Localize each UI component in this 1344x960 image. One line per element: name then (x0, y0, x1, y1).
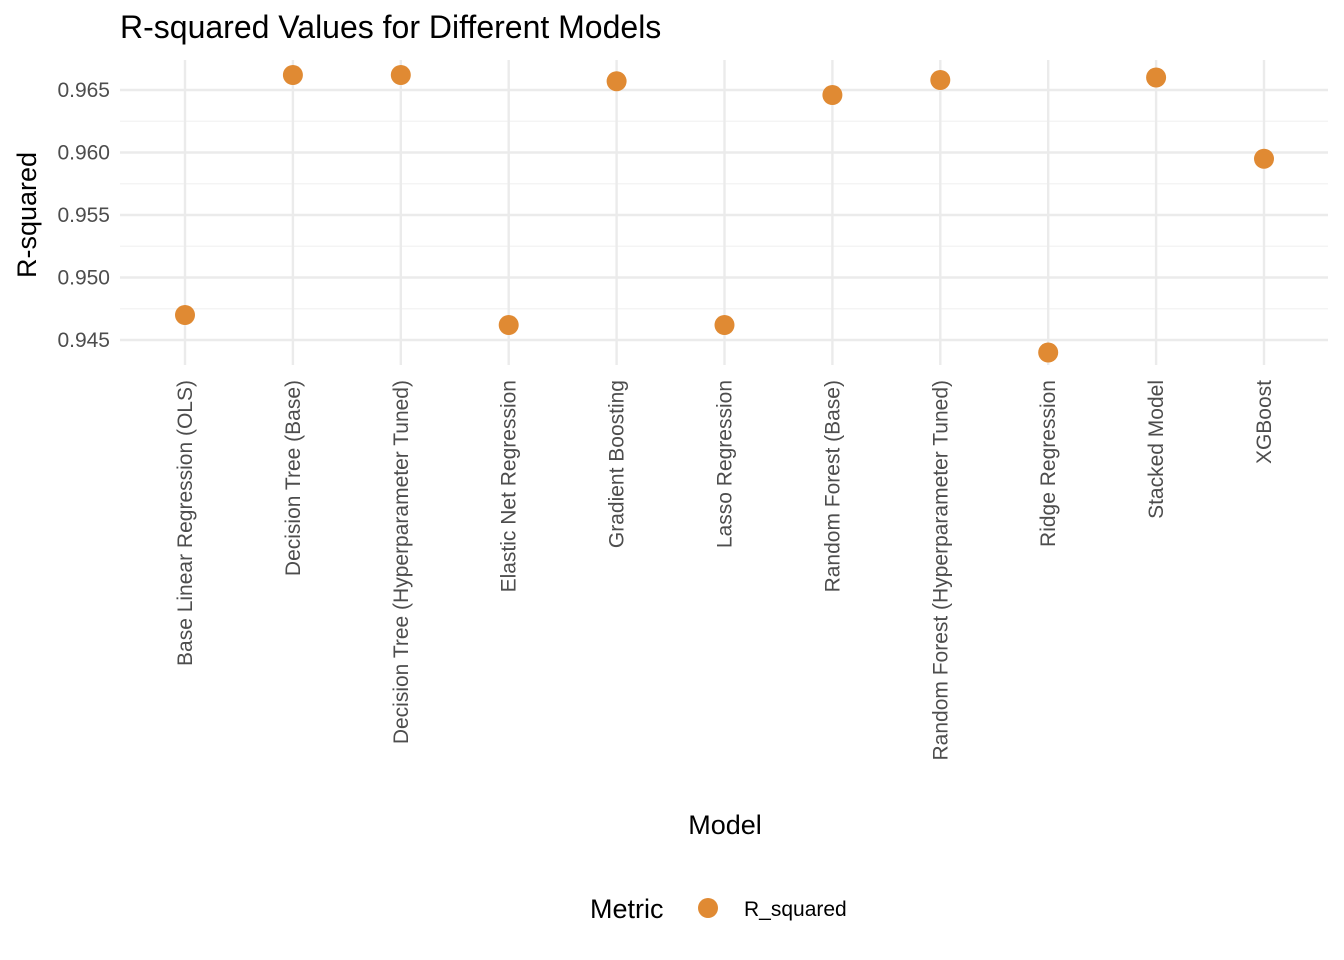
x-tick-label: Base Linear Regression (OLS) (174, 380, 197, 666)
data-point (390, 65, 411, 85)
data-point (714, 315, 735, 335)
legend-title: Metric (590, 894, 664, 924)
data-point (282, 65, 303, 85)
x-tick-label: Decision Tree (Hyperparameter Tuned) (390, 380, 413, 744)
data-point (1254, 148, 1274, 169)
x-tick-label: Ridge Regression (1037, 380, 1060, 547)
data-point (822, 85, 843, 105)
y-tick-label: 0.965 (57, 79, 110, 102)
chart-title: R-squared Values for Different Models (120, 9, 661, 45)
x-tick-label: XGBoost (1253, 380, 1276, 464)
y-tick-label: 0.955 (57, 204, 110, 227)
legend: Metric R_squared (590, 894, 847, 924)
data-point (930, 70, 951, 90)
data-point (1038, 342, 1059, 363)
x-tick-label: Random Forest (Hyperparameter Tuned) (929, 380, 952, 761)
x-tick-label: Gradient Boosting (606, 380, 629, 548)
legend-key-r-squared (698, 898, 718, 918)
y-tick-label: 0.950 (57, 267, 110, 290)
x-axis-title: Model (688, 810, 762, 840)
data-points (175, 65, 1274, 363)
x-tick-label: Decision Tree (Base) (282, 380, 305, 576)
x-tick-label: Stacked Model (1145, 380, 1168, 519)
y-tick-label: 0.960 (57, 142, 110, 165)
data-point (498, 315, 519, 335)
x-tick-label: Elastic Net Regression (498, 380, 521, 592)
data-point (1146, 67, 1167, 88)
y-axis-ticks: 0.945 0.950 0.955 0.960 0.965 (57, 79, 110, 352)
x-tick-label: Random Forest (Base) (821, 380, 844, 592)
y-axis-title: R-squared (12, 152, 42, 278)
data-point (175, 305, 195, 325)
grid (120, 60, 1328, 365)
x-axis-ticks: Base Linear Regression (OLS) Decision Tre… (174, 380, 1276, 761)
y-tick-label: 0.945 (57, 329, 110, 352)
x-tick-label: Lasso Regression (714, 380, 737, 548)
legend-label-r-squared: R_squared (744, 898, 847, 921)
data-point (606, 71, 627, 92)
